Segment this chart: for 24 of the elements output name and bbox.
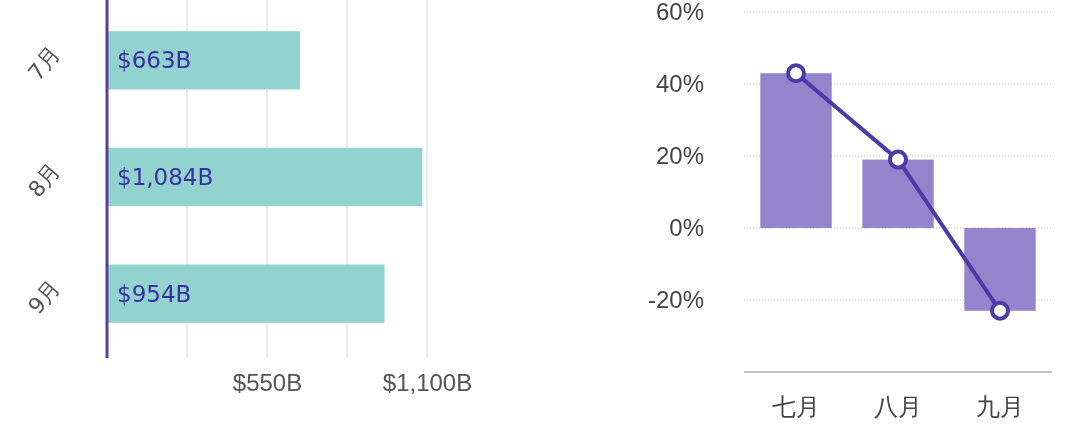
data-label: $954B [117, 280, 192, 307]
y-tick-label: 60% [655, 0, 704, 26]
y-tick-label: 40% [655, 70, 704, 98]
x-tick-label: $550B [232, 369, 303, 397]
y-tick-label: -20% [647, 286, 704, 314]
bar [107, 147, 423, 207]
bar [862, 159, 934, 228]
data-label: $663B [117, 47, 192, 74]
x-tick-label: 七月 [772, 393, 821, 421]
bar [964, 228, 1036, 311]
y-tick-label: 7月 [23, 41, 66, 86]
y-tick-label: 9月 [23, 275, 66, 319]
y-tick-label: 8月 [23, 158, 66, 202]
x-tick-label: 八月 [874, 393, 922, 421]
x-tick-label: 九月 [975, 393, 1024, 421]
point [989, 300, 1010, 321]
point [786, 63, 807, 84]
point [888, 149, 908, 170]
y-tick-label: 20% [655, 142, 704, 170]
x-tick-label: $1,100B [382, 369, 473, 397]
bar [107, 264, 385, 323]
y-tick-label: 0% [669, 214, 704, 242]
bar [107, 31, 300, 90]
data-label: $1,084B [117, 164, 214, 191]
